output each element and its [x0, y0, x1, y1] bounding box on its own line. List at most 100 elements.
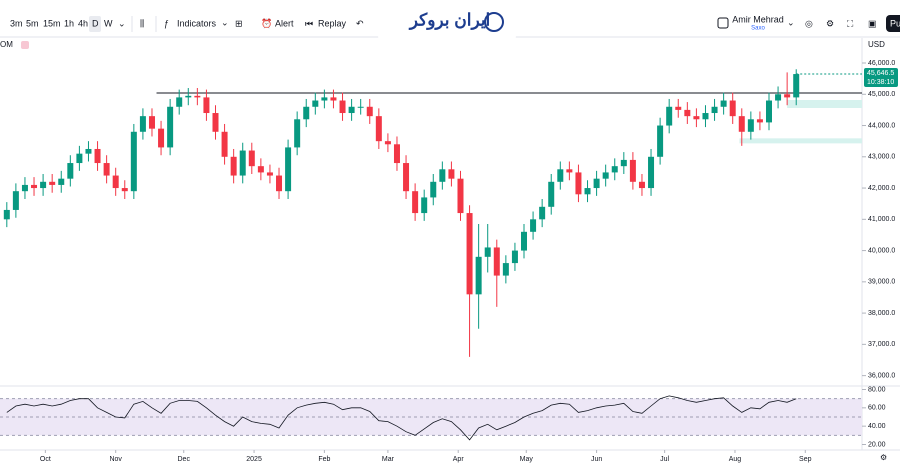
- candle-body: [112, 175, 119, 189]
- interval-button[interactable]: 1h: [64, 18, 74, 28]
- candle-body: [521, 231, 528, 251]
- demand-zone: [739, 138, 862, 144]
- candle-body: [439, 169, 446, 182]
- candle-body: [430, 181, 437, 198]
- settings-button[interactable]: ⚙: [826, 18, 834, 28]
- account-menu[interactable]: ⌄: [787, 17, 795, 27]
- candle-body: [648, 156, 655, 189]
- layout-icon[interactable]: ⊞: [235, 18, 243, 28]
- time-tick-label: Feb: [318, 456, 330, 463]
- time-tick-label: May: [520, 456, 534, 463]
- candle-body: [357, 106, 364, 108]
- replay-button[interactable]: Replay: [318, 18, 347, 28]
- candle-body: [729, 100, 736, 117]
- candle-body: [711, 106, 718, 114]
- price-tick-label: 46,000.0: [868, 60, 895, 67]
- rsi-band: [0, 398, 862, 436]
- candle-body: [230, 156, 237, 176]
- rsi-tick-label: 20.00: [868, 441, 886, 448]
- interval-button[interactable]: 3m: [10, 18, 23, 28]
- price-tick-label: 40,000.0: [868, 247, 895, 254]
- interval-button[interactable]: 5m: [26, 18, 39, 28]
- candle-body: [185, 95, 192, 98]
- price-tick-label: 45,000.0: [868, 91, 895, 98]
- interval-group: 3m 5m 15m 1h 4h D W: [10, 18, 113, 28]
- candle-body: [212, 113, 219, 132]
- candle-body: [412, 191, 419, 214]
- account-checkbox[interactable]: [717, 17, 729, 29]
- quick-search[interactable]: ◎: [805, 18, 813, 28]
- candle-body: [466, 213, 473, 295]
- price-tick-label: 41,000.0: [868, 216, 895, 223]
- axis-settings[interactable]: ⚙: [880, 453, 887, 462]
- candle-body: [493, 247, 500, 276]
- publish-button[interactable]: [886, 15, 900, 32]
- indicators-icon[interactable]: ƒ: [164, 18, 169, 28]
- last-price-label: 45,646.5: [867, 70, 894, 77]
- candle-body: [3, 209, 10, 220]
- logo-text: ایران بروکر: [408, 10, 491, 30]
- candle-body: [448, 169, 455, 179]
- alert-button[interactable]: Alert: [275, 18, 294, 28]
- candle-body: [366, 106, 373, 117]
- interval-button[interactable]: W: [104, 18, 113, 28]
- candle-body: [21, 184, 28, 192]
- logo-icon: [484, 12, 504, 32]
- candle-body: [67, 163, 74, 179]
- user-name[interactable]: Amir Mehrad: [732, 14, 784, 24]
- currency-label[interactable]: USD: [868, 40, 885, 49]
- candle-body: [511, 250, 518, 264]
- symbol-icon: [21, 41, 29, 49]
- indicators-button[interactable]: Indicators: [177, 18, 217, 28]
- candle-body: [548, 181, 555, 207]
- candle-body: [530, 219, 537, 232]
- rsi-tick-label: 60.00: [868, 405, 886, 412]
- candle-body: [40, 181, 47, 189]
- candle-body: [457, 178, 464, 214]
- symbol-label: OM: [0, 40, 13, 49]
- time-tick-label: Nov: [109, 456, 122, 463]
- candle-body: [775, 94, 782, 101]
- interval-button[interactable]: 4h: [78, 18, 88, 28]
- replay-icon[interactable]: ⏮: [305, 18, 313, 28]
- candle-body: [666, 106, 673, 126]
- interval-button[interactable]: 15m: [43, 18, 61, 28]
- price-tick-label: 44,000.0: [868, 122, 895, 129]
- time-tick-label: Oct: [40, 456, 51, 463]
- candle-body: [294, 119, 301, 148]
- candle-body: [276, 175, 283, 192]
- candle-body: [348, 106, 355, 114]
- candle-body: [393, 144, 400, 164]
- chart-type-icon[interactable]: ⫼: [140, 18, 144, 28]
- candle-body: [221, 131, 228, 157]
- candle-body: [49, 181, 56, 185]
- candle-body: [638, 181, 645, 189]
- templates-menu[interactable]: ⌄: [221, 17, 229, 27]
- fullscreen-button[interactable]: ⛶: [846, 18, 854, 28]
- time-tick-label: 2025: [246, 456, 262, 463]
- candle-body: [248, 150, 255, 167]
- price-tick-label: 42,000.0: [868, 185, 895, 192]
- candle-body: [747, 119, 754, 132]
- time-tick-label: Apr: [453, 456, 465, 463]
- logo-tab: [378, 0, 516, 40]
- candle-body: [793, 74, 800, 98]
- undo-button[interactable]: ↶: [356, 18, 364, 28]
- interval-menu[interactable]: ⌄: [118, 18, 126, 28]
- countdown-label: 10:38:10: [867, 79, 894, 86]
- candle-body: [557, 169, 564, 182]
- alert-icon[interactable]: ⏰: [261, 17, 272, 28]
- snapshot-button[interactable]: ▣: [868, 18, 877, 28]
- interval-button[interactable]: D: [92, 18, 99, 28]
- candle-body: [756, 119, 763, 123]
- candle-body: [303, 106, 310, 120]
- candle-body: [312, 100, 319, 107]
- candle-body: [239, 150, 246, 176]
- candle-body: [139, 116, 146, 132]
- price-tick-label: 37,000.0: [868, 341, 895, 348]
- candle-body: [176, 97, 183, 107]
- time-tick-label: Mar: [382, 456, 395, 463]
- price-tick-label: 36,000.0: [868, 372, 895, 379]
- price-tick-label: 38,000.0: [868, 310, 895, 317]
- candle-body: [31, 184, 38, 189]
